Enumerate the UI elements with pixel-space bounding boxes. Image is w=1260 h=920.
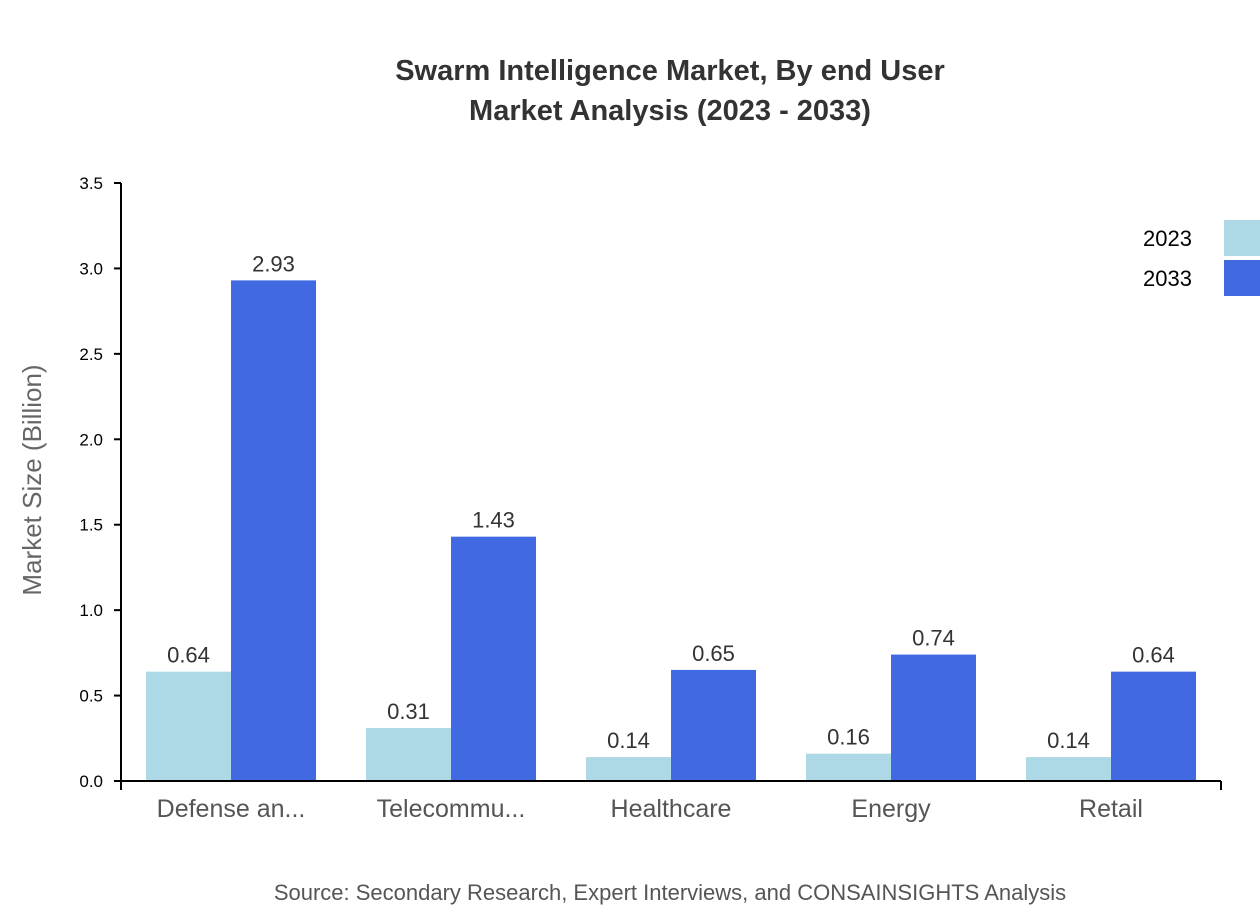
bar-2023 <box>366 728 451 781</box>
legend: 2023 2033 <box>1143 220 1260 296</box>
y-tick-label: 3.0 <box>79 259 103 278</box>
bar-2023 <box>1026 757 1111 781</box>
x-tick-label: Energy <box>851 795 931 823</box>
chart-title-line-1: Swarm Intelligence Market, By end User <box>395 55 945 87</box>
data-label: 0.65 <box>692 641 735 666</box>
x-tick-label: Retail <box>1079 795 1143 823</box>
y-tick-label: 2.0 <box>79 430 103 449</box>
data-label: 0.64 <box>1132 643 1175 668</box>
chart-title-line-2: Market Analysis (2023 - 2033) <box>469 95 871 127</box>
bar-2023 <box>146 671 231 781</box>
data-label: 0.31 <box>387 699 430 724</box>
data-label: 0.64 <box>167 643 210 668</box>
y-tick-label: 1.5 <box>79 516 103 535</box>
legend-swatch <box>1224 260 1260 296</box>
data-label: 0.74 <box>912 626 955 651</box>
legend-label: 2023 <box>1143 226 1192 251</box>
bar-2033 <box>231 280 316 781</box>
bar-2033 <box>1111 671 1196 781</box>
x-tick-label: Defense an... <box>157 795 306 823</box>
data-label: 2.93 <box>252 251 295 276</box>
legend-swatch <box>1224 220 1260 256</box>
data-label: 0.16 <box>827 725 870 750</box>
bar-2033 <box>451 536 536 781</box>
data-label: 0.14 <box>1047 728 1090 753</box>
y-tick-label: 1.0 <box>79 601 103 620</box>
y-axis-label: Market Size (Billion) <box>17 364 47 595</box>
bar-2033 <box>671 669 756 781</box>
y-tick-label: 0.0 <box>79 772 103 791</box>
bars: 0.64 2.93 0.31 1.43 0.14 0.65 0.16 0.74 0.14 0.64 <box>146 251 1196 781</box>
bar-2033 <box>891 654 976 781</box>
y-tick-label: 0.5 <box>79 687 103 706</box>
x-tick-label: Telecommu... <box>377 795 526 823</box>
source-note: Source: Secondary Research, Expert Inter… <box>274 880 1066 905</box>
axes: 0.0 0.5 1.0 1.5 2.0 2.5 3.0 3.5 Defense an... Tel… <box>79 174 1222 823</box>
y-tick-label: 2.5 <box>79 345 103 364</box>
bar-2023 <box>586 757 671 781</box>
x-tick-label: Healthcare <box>611 795 732 823</box>
legend-label: 2033 <box>1143 266 1192 291</box>
data-label: 0.14 <box>607 728 650 753</box>
y-tick-label: 3.5 <box>79 174 103 193</box>
bar-2023 <box>806 753 891 781</box>
data-label: 1.43 <box>472 508 515 533</box>
